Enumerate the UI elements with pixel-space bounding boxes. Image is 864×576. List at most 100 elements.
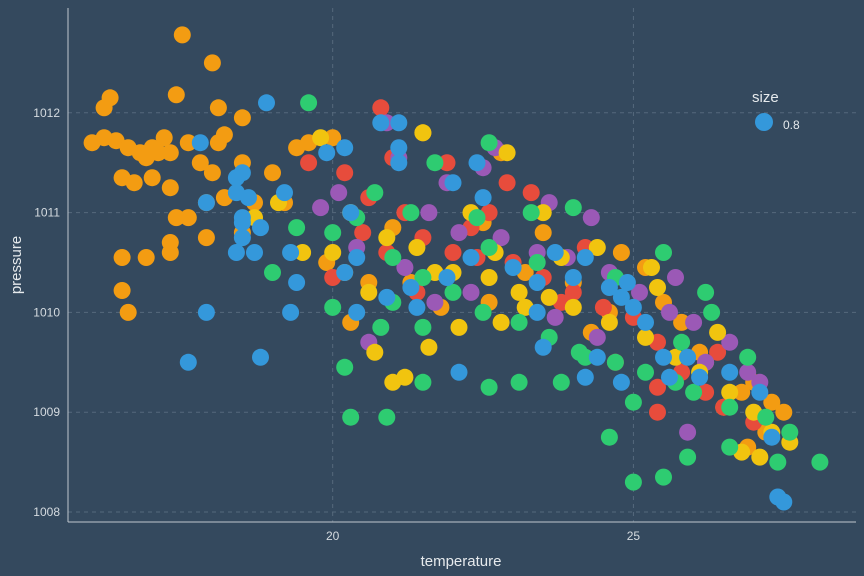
data-point xyxy=(372,318,390,336)
data-point xyxy=(161,144,179,162)
data-point xyxy=(414,269,432,286)
data-point xyxy=(679,448,697,466)
data-point xyxy=(643,259,660,276)
data-point xyxy=(336,358,354,376)
data-point xyxy=(191,134,209,152)
data-point xyxy=(528,254,546,271)
data-point xyxy=(426,293,444,311)
data-point xyxy=(336,264,354,281)
data-point xyxy=(396,368,414,386)
data-point xyxy=(510,373,528,391)
data-point xyxy=(649,279,666,296)
data-point xyxy=(546,244,564,261)
data-point xyxy=(179,209,197,227)
data-point xyxy=(450,224,468,242)
legend-swatch xyxy=(755,113,773,131)
data-point xyxy=(637,328,654,346)
data-point xyxy=(342,408,360,426)
data-point xyxy=(372,114,390,132)
data-point xyxy=(600,428,618,446)
data-point xyxy=(450,318,468,336)
data-point xyxy=(438,154,456,172)
data-point xyxy=(450,363,468,381)
legend-title: size xyxy=(752,89,779,106)
data-point xyxy=(396,259,414,276)
data-point xyxy=(227,244,245,261)
data-point xyxy=(763,428,781,446)
x-tick-label: 25 xyxy=(627,529,641,543)
x-axis-title: temperature xyxy=(421,553,502,570)
data-point xyxy=(510,283,528,301)
data-point xyxy=(721,363,739,381)
data-point xyxy=(366,343,384,361)
data-point xyxy=(522,184,540,202)
data-point xyxy=(468,154,486,172)
data-point xyxy=(637,363,654,381)
data-point xyxy=(167,86,185,104)
data-point xyxy=(528,274,546,291)
data-point xyxy=(480,269,498,286)
data-point xyxy=(378,408,396,426)
data-point xyxy=(360,283,378,301)
data-point xyxy=(540,288,558,306)
data-point xyxy=(576,249,594,266)
data-point xyxy=(612,373,630,391)
data-point xyxy=(679,348,697,366)
data-point xyxy=(209,134,227,152)
data-point xyxy=(137,249,155,266)
data-point xyxy=(191,154,209,172)
data-point xyxy=(300,94,318,112)
data-point xyxy=(288,139,306,157)
data-point xyxy=(624,298,642,316)
data-point xyxy=(408,239,426,256)
data-point xyxy=(709,343,727,361)
data-point xyxy=(775,493,793,511)
data-point xyxy=(685,383,703,401)
data-point xyxy=(528,303,546,321)
data-point xyxy=(679,423,697,441)
data-point xyxy=(233,164,251,182)
data-point xyxy=(522,204,540,222)
data-points xyxy=(83,26,829,511)
data-point xyxy=(246,244,263,261)
data-point xyxy=(342,204,360,222)
data-point xyxy=(378,229,396,247)
data-point xyxy=(600,279,618,296)
data-point xyxy=(534,204,552,222)
data-point xyxy=(655,468,672,486)
data-point xyxy=(348,303,366,321)
data-point xyxy=(414,373,432,391)
data-point xyxy=(348,249,366,266)
data-point xyxy=(781,423,799,441)
data-point xyxy=(282,244,300,261)
data-point xyxy=(691,368,709,386)
data-point xyxy=(233,229,251,247)
data-point xyxy=(330,184,348,202)
data-point xyxy=(119,303,137,321)
data-point xyxy=(474,189,492,207)
data-point xyxy=(324,298,342,316)
data-point xyxy=(709,323,727,341)
data-point xyxy=(763,393,781,411)
data-point xyxy=(618,274,636,291)
tick-labels: 1008 1009 1010 1011 1012 20 25 xyxy=(33,106,640,543)
data-point xyxy=(324,129,342,147)
data-point xyxy=(264,164,281,182)
data-point xyxy=(721,383,739,401)
data-point xyxy=(721,333,739,351)
data-point xyxy=(179,353,197,371)
data-point xyxy=(462,283,480,301)
data-point xyxy=(444,244,462,261)
data-point xyxy=(414,318,432,336)
data-point xyxy=(588,348,606,366)
data-point xyxy=(113,282,131,299)
data-point xyxy=(480,378,498,396)
data-point xyxy=(300,154,318,172)
data-point xyxy=(366,184,384,202)
data-point xyxy=(149,144,167,162)
data-point xyxy=(197,229,215,247)
data-point xyxy=(252,219,269,237)
data-point xyxy=(480,134,498,152)
data-point xyxy=(474,303,492,321)
data-point xyxy=(757,408,775,426)
